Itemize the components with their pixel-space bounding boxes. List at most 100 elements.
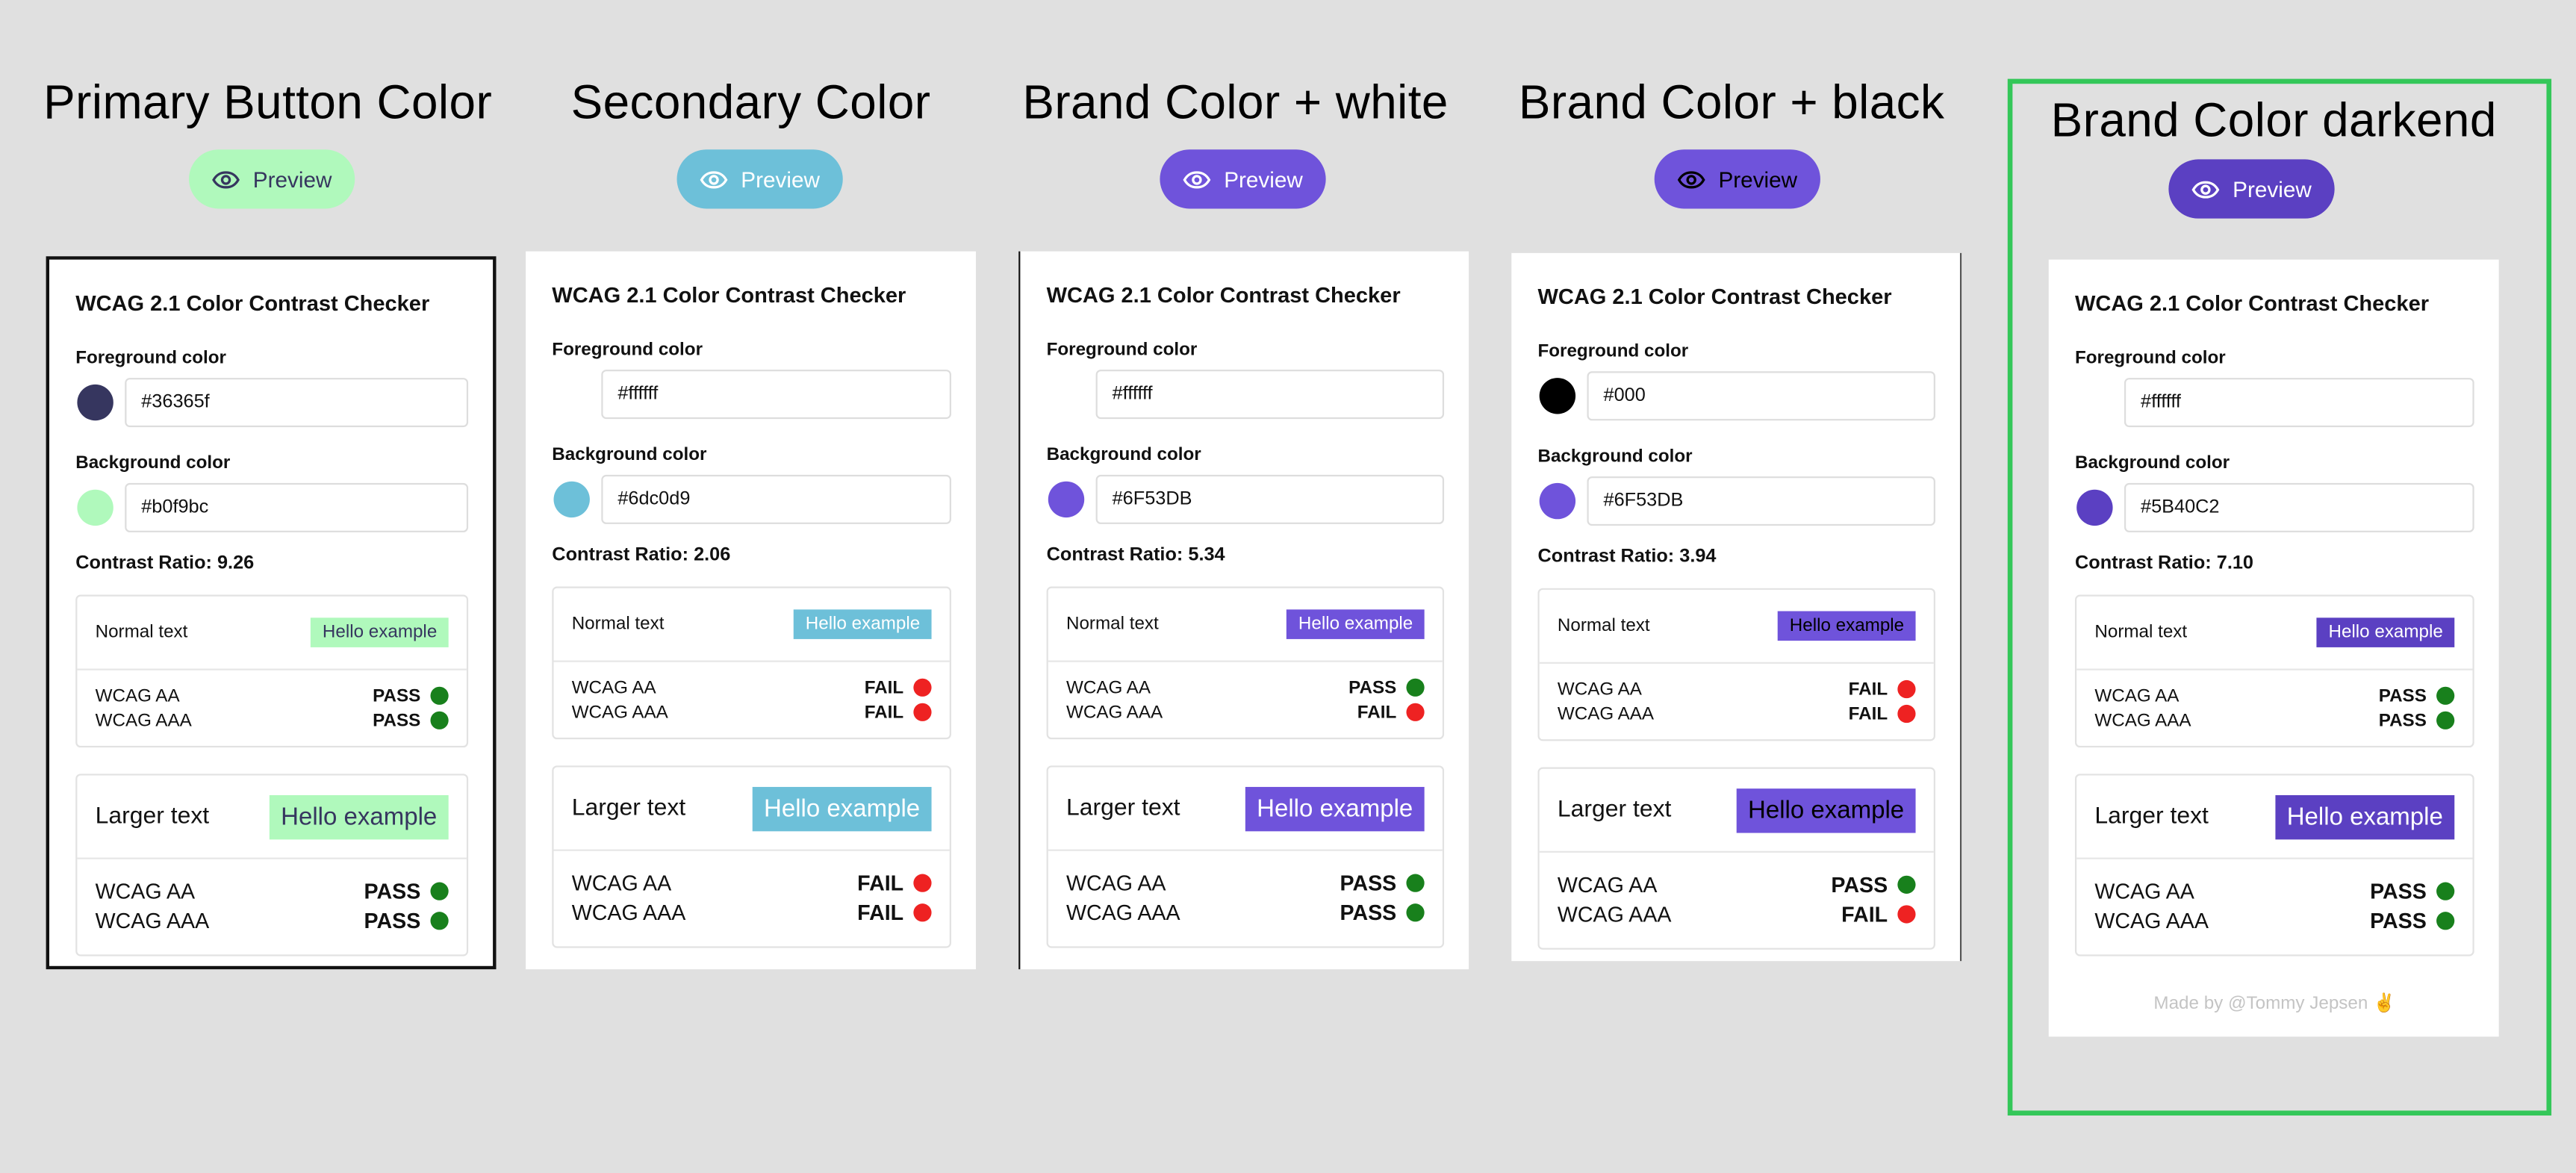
wcag-level-label: WCAG AA: [2094, 685, 2180, 706]
fail-dot-icon: [913, 678, 932, 697]
normal-text-box: Normal text Hello example WCAG AA PASS WCAG …: [75, 594, 469, 748]
background-color-input[interactable]: #6F53DB: [1095, 474, 1445, 524]
preview-button[interactable]: Preview: [2168, 159, 2335, 219]
large-text-box: Larger text Hello example WCAG AA PASS WCAG …: [1046, 765, 1445, 948]
foreground-color-swatch[interactable]: [1048, 376, 1085, 413]
normal-text-example-row: Normal text Hello example: [553, 588, 950, 662]
background-color-input[interactable]: #b0f9bc: [125, 482, 469, 532]
result-status: FAIL: [1841, 900, 1916, 926]
result-status: PASS: [1831, 871, 1916, 896]
normal-text-box: Normal text Hello example WCAG AA FAIL WCAG …: [552, 586, 951, 740]
background-color-swatch[interactable]: [1048, 481, 1085, 518]
large-text-box: Larger text Hello example WCAG AA PASS WCAG …: [2074, 774, 2474, 956]
result-row: WCAG AA PASS: [96, 683, 449, 708]
selection-highlight-frame: [2007, 78, 2552, 1116]
column-title: Brand Color + black: [1518, 77, 1945, 130]
wcag-level-label: WCAG AAA: [2094, 907, 2209, 933]
normal-text-sample: Hello example: [311, 617, 449, 647]
checker-title: WCAG 2.1 Color Contrast Checker: [2074, 290, 2430, 316]
result-row: WCAG AAA FAIL: [572, 700, 932, 724]
preview-button[interactable]: Preview: [676, 149, 843, 209]
pass-dot-icon: [2436, 911, 2455, 930]
background-color-swatch[interactable]: [77, 489, 113, 526]
contrast-ratio: Contrast Ratio: 5.34: [1046, 545, 1225, 565]
wcag-level-label: WCAG AAA: [1557, 900, 1672, 926]
normal-text-label: Normal text: [2094, 622, 2188, 643]
checker-title: WCAG 2.1 Color Contrast Checker: [1537, 284, 1892, 309]
pass-label: PASS: [373, 685, 421, 706]
foreground-color-swatch[interactable]: [1539, 378, 1576, 414]
normal-text-sample: Hello example: [1287, 609, 1425, 639]
result-status: FAIL: [857, 870, 932, 895]
large-text-sample: Hello example: [2275, 794, 2455, 839]
preview-label: Preview: [252, 167, 332, 192]
pass-dot-icon: [430, 911, 449, 930]
fail-dot-icon: [1897, 704, 1916, 724]
wcag-level-label: WCAG AA: [571, 870, 672, 895]
background-label: Background color: [2074, 453, 2230, 473]
fail-label: FAIL: [857, 899, 904, 924]
normal-text-label: Normal text: [1557, 616, 1650, 636]
foreground-color-swatch[interactable]: [77, 384, 113, 421]
background-color-swatch[interactable]: [2076, 489, 2113, 526]
large-text-box: Larger text Hello example WCAG AA PASS WCAG …: [75, 774, 469, 956]
preview-button[interactable]: Preview: [1160, 149, 1326, 209]
background-color-input[interactable]: #6F53DB: [1587, 476, 1935, 526]
wcag-level-label: WCAG AA: [95, 878, 196, 903]
preview-button[interactable]: Preview: [1654, 149, 1820, 209]
background-color-swatch[interactable]: [553, 481, 590, 518]
preview-button[interactable]: Preview: [189, 149, 355, 209]
fail-dot-icon: [1406, 703, 1425, 721]
background-label: Background color: [75, 453, 231, 473]
result-row: WCAG AA PASS: [2094, 683, 2455, 708]
normal-text-label: Normal text: [571, 614, 665, 635]
wcag-level-label: WCAG AA: [95, 685, 180, 706]
normal-text-sample: Hello example: [1778, 611, 1916, 641]
result-row: WCAG AA FAIL: [572, 868, 932, 897]
fail-label: FAIL: [857, 870, 904, 895]
result-status: PASS: [2379, 686, 2455, 706]
checker-title: WCAG 2.1 Color Contrast Checker: [75, 290, 430, 316]
result-status: FAIL: [857, 899, 932, 924]
background-color-input[interactable]: #5B40C2: [2124, 482, 2474, 532]
pass-label: PASS: [1348, 677, 1397, 698]
foreground-color-input[interactable]: #ffffff: [1095, 370, 1445, 420]
large-text-sample: Hello example: [1245, 785, 1425, 831]
normal-text-results: WCAG AA FAIL WCAG AAA FAIL: [1540, 664, 1934, 739]
large-text-label: Larger text: [571, 794, 686, 822]
pass-label: PASS: [2378, 710, 2427, 731]
wcag-level-label: WCAG AA: [1065, 677, 1151, 698]
background-color-row: #b0f9bc: [75, 482, 469, 532]
footer-credit[interactable]: Made by @Tommy Jepsen ✌️: [2153, 994, 2396, 1014]
foreground-color-swatch[interactable]: [553, 376, 590, 413]
result-row: WCAG AAA PASS: [1066, 897, 1425, 927]
result-status: PASS: [373, 711, 449, 730]
fail-label: FAIL: [864, 677, 904, 698]
pass-dot-icon: [430, 881, 449, 900]
contrast-checker-card: WCAG 2.1 Color Contrast Checker Foregroun…: [526, 251, 976, 970]
foreground-color-input[interactable]: #ffffff: [601, 370, 951, 420]
large-text-label: Larger text: [2094, 803, 2209, 830]
result-status: PASS: [2379, 711, 2455, 730]
pass-label: PASS: [2370, 907, 2427, 933]
fail-label: FAIL: [1841, 900, 1888, 926]
fail-label: FAIL: [864, 702, 904, 723]
pass-dot-icon: [1406, 903, 1425, 921]
column-title: Brand Color darkend: [2050, 95, 2497, 149]
background-color-input[interactable]: #6dc0d9: [601, 474, 951, 524]
column-title: Secondary Color: [570, 77, 931, 130]
foreground-color-input[interactable]: #000: [1587, 371, 1935, 421]
pass-dot-icon: [1897, 874, 1916, 893]
background-color-swatch[interactable]: [1539, 482, 1576, 520]
wcag-level-label: WCAG AAA: [95, 907, 210, 933]
foreground-color-input[interactable]: #ffffff: [2124, 378, 2474, 428]
normal-text-results: WCAG AA PASS WCAG AAA FAIL: [1048, 662, 1443, 738]
result-row: WCAG AAA FAIL: [572, 897, 932, 927]
normal-text-example-row: Normal text Hello example: [77, 597, 467, 670]
background-label: Background color: [1046, 445, 1201, 465]
pass-dot-icon: [430, 686, 449, 705]
contrast-checker-card: WCAG 2.1 Color Contrast Checker Foregroun…: [2048, 259, 2499, 1037]
foreground-color-input[interactable]: #36365f: [125, 378, 469, 428]
foreground-color-swatch[interactable]: [2076, 384, 2113, 421]
